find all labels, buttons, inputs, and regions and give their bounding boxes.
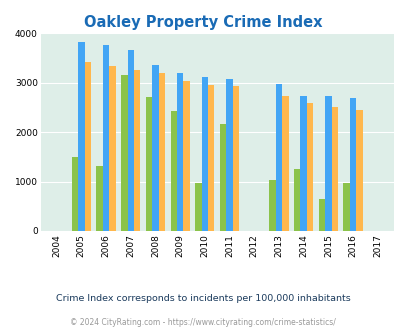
Text: © 2024 CityRating.com - https://www.cityrating.com/crime-statistics/: © 2024 CityRating.com - https://www.city…	[70, 318, 335, 327]
Text: Oakley Property Crime Index: Oakley Property Crime Index	[83, 15, 322, 30]
Bar	[96, 166, 102, 231]
Bar	[170, 111, 177, 231]
Bar	[226, 79, 232, 231]
Bar	[195, 183, 201, 231]
Bar	[220, 124, 226, 231]
Bar	[121, 75, 127, 231]
Bar	[134, 70, 140, 231]
Bar	[232, 86, 239, 231]
Bar	[293, 169, 300, 231]
Bar	[158, 73, 165, 231]
Bar	[331, 107, 337, 231]
Bar	[84, 62, 91, 231]
Bar	[324, 96, 331, 231]
Bar	[300, 96, 306, 231]
Bar	[127, 50, 134, 231]
Bar	[177, 73, 183, 231]
Bar	[183, 81, 189, 231]
Bar	[349, 98, 356, 231]
Bar	[102, 45, 109, 231]
Text: Crime Index corresponds to incidents per 100,000 inhabitants: Crime Index corresponds to incidents per…	[55, 294, 350, 303]
Bar	[78, 42, 84, 231]
Bar	[275, 84, 281, 231]
Bar	[145, 97, 152, 231]
Bar	[343, 183, 349, 231]
Bar	[269, 180, 275, 231]
Bar	[318, 199, 324, 231]
Bar	[109, 66, 115, 231]
Bar	[356, 110, 362, 231]
Bar	[201, 77, 207, 231]
Bar	[207, 85, 214, 231]
Bar	[281, 96, 288, 231]
Bar	[72, 157, 78, 231]
Bar	[152, 65, 158, 231]
Bar	[306, 103, 313, 231]
